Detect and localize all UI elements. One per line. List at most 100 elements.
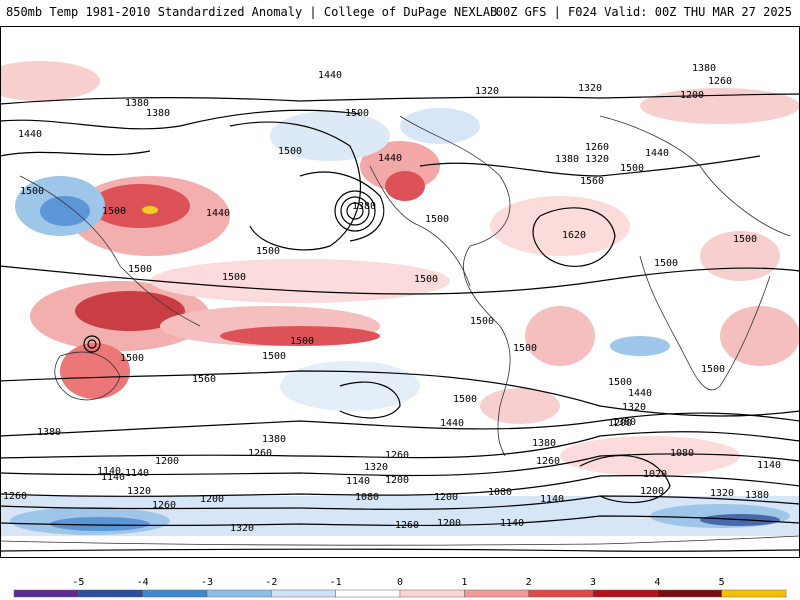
contour-label: 1380 <box>612 417 636 428</box>
colorbar-segment <box>13 589 79 598</box>
contour-label: 1440 <box>18 129 42 140</box>
contour-label: 1140 <box>125 468 149 479</box>
contour-label: 1260 <box>3 491 27 502</box>
colorbar-tick-label: 1 <box>461 577 467 588</box>
contour-label: 1440 <box>645 148 669 159</box>
warm-anomaly-area <box>560 436 740 476</box>
north-america-west-coast <box>369 165 471 287</box>
contour-label: 1140 <box>346 476 370 487</box>
contour-label: 1260 <box>248 448 272 459</box>
high-center-contour <box>83 335 101 353</box>
contour-label: 1260 <box>585 142 609 153</box>
contour-label: 1200 <box>680 90 704 101</box>
contour-line <box>0 93 800 105</box>
contour-label: 1260 <box>395 520 419 531</box>
colorbar-segments <box>13 589 787 598</box>
contour-label: 1380 <box>37 427 61 438</box>
contour-label: 1140 <box>757 460 781 471</box>
eurasia-coastline <box>599 115 791 237</box>
warm-anomaly-area <box>720 306 800 366</box>
antarctica-coastline <box>0 535 800 546</box>
anomaly-map: 1440 1380 1380 1440 1500 1500 1500 1440 … <box>0 26 800 558</box>
contour-label: 1140 <box>101 472 125 483</box>
contour-label: 1200 <box>385 475 409 486</box>
contour-label: 1500 <box>654 258 678 269</box>
chart-title: 850mb Temp 1981-2010 Standardized Anomal… <box>6 5 498 19</box>
colorbar-tick-label: 2 <box>526 577 532 588</box>
warm-anomaly-area <box>150 259 450 303</box>
contour-label: 1500 <box>414 274 438 285</box>
contour-label: 1500 <box>128 264 152 275</box>
contour-label: 1320 <box>578 83 602 94</box>
contour-line <box>0 475 800 497</box>
contour-label: 1380 <box>692 63 716 74</box>
contour-label: 1440 <box>440 418 464 429</box>
colorbar-tick-label: -1 <box>330 577 342 588</box>
contour-label: 1380 <box>352 201 376 212</box>
colorbar-tick-label: -2 <box>265 577 277 588</box>
low-center-contour <box>346 202 364 220</box>
contour-label: 1260 <box>708 76 732 87</box>
warm-anomaly-area <box>385 171 425 201</box>
contour-label: 1380 <box>125 98 149 109</box>
contour-line <box>0 431 800 459</box>
contour-label: 1380 <box>262 434 286 445</box>
colorbar-segment <box>335 589 401 598</box>
americas-coastline <box>399 115 511 457</box>
contour-label: 1500 <box>608 377 632 388</box>
colorbar-tick-label: 4 <box>654 577 660 588</box>
contour-labels: 1440 1380 1380 1440 1500 1500 1500 1440 … <box>3 63 781 534</box>
contour-line <box>532 207 616 267</box>
contour-label: 1500 <box>701 364 725 375</box>
contour-label: 1440 <box>628 388 652 399</box>
model-valid-time: 00Z GFS | F024 Valid: 00Z THU MAR 27 202… <box>495 5 792 19</box>
contour-label: 1500 <box>222 272 246 283</box>
contour-line <box>0 548 800 552</box>
contour-label: 1500 <box>20 186 44 197</box>
low-center-contour <box>334 190 376 232</box>
contour-label: 1380 <box>745 490 769 501</box>
contour-label: 1500 <box>290 336 314 347</box>
contour-label: 1140 <box>540 494 564 505</box>
contour-label: 1200 <box>640 486 664 497</box>
colorbar-segment <box>464 589 529 598</box>
contour-label: 1320 <box>364 462 388 473</box>
contour-label: 1080 <box>355 492 379 503</box>
asia-coastline <box>19 175 201 327</box>
contour-label: 1380 <box>532 438 556 449</box>
contour-line <box>339 381 401 419</box>
contour-label: 1200 <box>200 494 224 505</box>
contour-label: 1500 <box>453 394 477 405</box>
warm-anomaly-area <box>0 61 100 101</box>
contour-label: 1620 <box>562 230 586 241</box>
contour-label: 1320 <box>710 488 734 499</box>
contour-line <box>0 370 800 417</box>
cool-anomaly-area <box>400 108 480 144</box>
contour-label: 1500 <box>425 214 449 225</box>
contour-label: 1500 <box>620 163 644 174</box>
contour-line <box>0 109 361 130</box>
contour-label: 1320 <box>475 86 499 97</box>
contour-label: 1320 <box>230 523 254 534</box>
contour-line <box>0 453 800 477</box>
contour-label: 1500 <box>256 246 280 257</box>
contour-label: 1260 <box>152 500 176 511</box>
warm-anomaly-area <box>480 388 560 424</box>
contour-label: 1200 <box>155 456 179 467</box>
contour-label: 1440 <box>378 153 402 164</box>
contour-label: 1080 <box>670 448 694 459</box>
colorbar-tick-label: 5 <box>719 577 725 588</box>
contour-label: 1320 <box>127 486 151 497</box>
colorbar-tick-label: -4 <box>137 577 149 588</box>
cool-anomaly-area <box>280 361 420 411</box>
contour-label: 1080 <box>488 487 512 498</box>
coastlines <box>0 115 800 546</box>
contour-line <box>579 455 671 504</box>
warm-anomaly-area <box>60 343 130 399</box>
warm-anomaly-area <box>525 306 595 366</box>
australia-coastline <box>54 351 121 401</box>
contour-label: 1560 <box>192 374 216 385</box>
contour-label: 1500 <box>733 234 757 245</box>
warm-anomaly-area <box>220 326 380 346</box>
contour-label: 1500 <box>513 343 537 354</box>
